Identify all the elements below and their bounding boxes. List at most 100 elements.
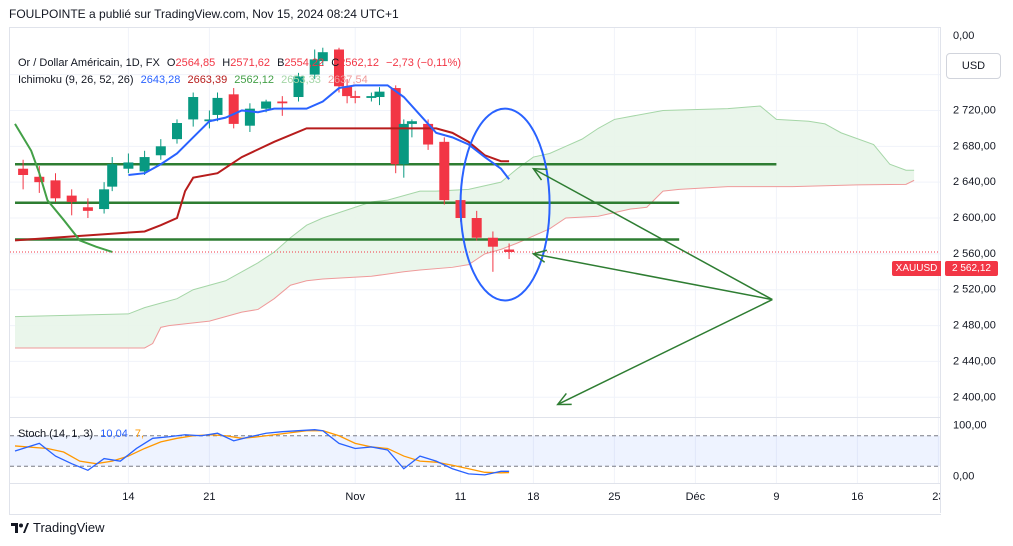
- ichimoku-senkou-a-value: 2653,33: [281, 74, 321, 86]
- candle-body: [487, 237, 498, 247]
- ichimoku-kijun-value: 2663,39: [187, 74, 228, 86]
- ichimoku-senkou-b-value: 2637,54: [327, 74, 368, 86]
- tradingview-logo-icon: [11, 522, 29, 533]
- kijun-sen-line: [14, 127, 510, 242]
- candle-body: [82, 207, 93, 211]
- symbol-name[interactable]: Or / Dollar Américain, 1D, FX: [18, 57, 160, 69]
- price-tick-label: 2 400,00: [953, 391, 996, 403]
- annotation-arrow-shaft: [533, 168, 773, 301]
- candle-body: [317, 52, 328, 62]
- time-tick-label: 14: [122, 491, 134, 503]
- stoch-tick-label: 0,00: [953, 470, 974, 482]
- price-axis[interactable]: 2 760,002 720,002 680,002 640,002 600,00…: [940, 27, 1013, 513]
- candle-body: [350, 96, 361, 98]
- stoch-d-value: 7,: [134, 428, 145, 440]
- candle-body: [18, 168, 29, 175]
- ohlc-close: C2562,12: [331, 57, 379, 69]
- candle-body: [139, 157, 150, 172]
- candle-body: [334, 49, 344, 87]
- stoch-label[interactable]: Stoch (14, 1, 3): [18, 428, 94, 440]
- last-price-tag: 2 562,12: [945, 261, 998, 276]
- candle-body: [504, 249, 515, 252]
- ticker-tag: XAUUSD: [892, 261, 941, 276]
- price-axis-svg: 2 760,002 720,002 680,002 640,002 600,00…: [953, 30, 996, 482]
- time-tick-label: Déc: [686, 491, 706, 503]
- annotation-arrow-head: [531, 249, 548, 263]
- time-tick-label: 9: [773, 491, 779, 503]
- price-tick-label: 2 680,00: [953, 140, 996, 152]
- candle-body: [50, 180, 61, 199]
- candle-body: [277, 101, 288, 104]
- highlight-ellipse: [459, 107, 551, 302]
- candle-body: [342, 86, 353, 97]
- tenkan-sen-line: [128, 84, 510, 180]
- candle-body: [261, 101, 272, 109]
- stochastic-pane[interactable]: [9, 417, 941, 484]
- time-tick-label: 16: [851, 491, 863, 503]
- candle-body: [309, 59, 320, 75]
- tradingview-brand: TradingView: [33, 520, 105, 535]
- candle-body: [34, 176, 45, 183]
- ichimoku-label[interactable]: Ichimoku (9, 26, 52, 26): [18, 74, 134, 86]
- stoch-k-line: [14, 429, 510, 476]
- ichimoku-chikou-value: 2562,12: [234, 74, 275, 86]
- time-axis[interactable]: 14 21 Nov 11 18 25 Déc 9 16 23: [9, 483, 941, 515]
- ichimoku-legend: Ichimoku (9, 26, 52, 26) 2643,28 2663,39…: [18, 74, 368, 86]
- ichimoku-cloud: [15, 105, 915, 348]
- candle-body: [99, 189, 110, 210]
- stoch-d-line: [14, 430, 510, 474]
- candle-body: [212, 97, 223, 115]
- ohlc-low: B2554,22: [277, 57, 325, 69]
- annotation-arrow-head: [531, 167, 548, 181]
- ichimoku-tenkan-value: 2643,28: [140, 74, 181, 86]
- candle-body: [390, 88, 401, 165]
- stoch-tick-label: 100,00: [953, 420, 987, 432]
- candle-body: [155, 146, 166, 156]
- currency-button[interactable]: USD: [946, 53, 1001, 79]
- candle-body: [107, 164, 118, 187]
- symbol-legend: Or / Dollar Américain, 1D, FX O2564,85 H…: [18, 57, 461, 69]
- candle-body: [244, 108, 255, 126]
- time-tick-label: 18: [527, 491, 539, 503]
- price-tick-label: 2 560,00: [953, 248, 996, 260]
- candle-body: [374, 91, 385, 98]
- time-tick-label: 25: [608, 491, 620, 503]
- candle-body: [439, 141, 450, 201]
- time-tick-label: Nov: [345, 491, 365, 503]
- chikou-span-line: [14, 123, 113, 253]
- stoch-legend: Stoch (14, 1, 3) 10,04 7,: [18, 428, 144, 440]
- price-pane[interactable]: [9, 27, 941, 417]
- annotation-arrow-shaft: [557, 298, 773, 406]
- price-tick-label: 2 440,00: [953, 355, 996, 367]
- publisher-caption: FOULPOINTE a publié sur TradingView.com,…: [9, 7, 399, 21]
- candle-body: [123, 162, 134, 169]
- stochastic-chart-svg: [10, 418, 941, 484]
- annotation-arrow-shaft: [533, 253, 773, 301]
- time-tick-label: 11: [455, 491, 466, 503]
- candle-body: [172, 123, 182, 140]
- stoch-k-value: 10,04: [100, 428, 128, 440]
- senkou-span-a-line: [14, 105, 915, 318]
- ohlc-high: H2571,62: [222, 57, 270, 69]
- candle-body: [66, 195, 77, 202]
- price-tick-label: 2 520,00: [953, 284, 996, 296]
- senkou-span-b-line: [15, 179, 915, 349]
- time-tick-label: 21: [203, 491, 215, 503]
- candle-body: [188, 97, 199, 120]
- axis-top-label: 0,00: [953, 30, 974, 42]
- candle-body: [471, 218, 482, 238]
- tradingview-footer[interactable]: TradingView: [11, 520, 105, 535]
- time-tick-label: 23: [932, 491, 941, 503]
- price-change: −2,73 (−0,11%): [386, 57, 462, 69]
- price-tick-label: 2 600,00: [953, 212, 996, 224]
- candle-body: [398, 123, 409, 165]
- candle-body: [228, 94, 239, 124]
- price-chart-svg: [10, 28, 941, 417]
- time-axis-svg: 14 21 Nov 11 18 25 Déc 9 16 23: [122, 491, 941, 503]
- annotation-arrow-head: [556, 392, 572, 406]
- candle-body: [366, 96, 377, 98]
- price-tick-label: 2 720,00: [953, 104, 996, 116]
- ohlc-open: O2564,85: [166, 57, 216, 69]
- candle-body: [406, 121, 417, 124]
- price-tick-label: 2 480,00: [953, 320, 996, 332]
